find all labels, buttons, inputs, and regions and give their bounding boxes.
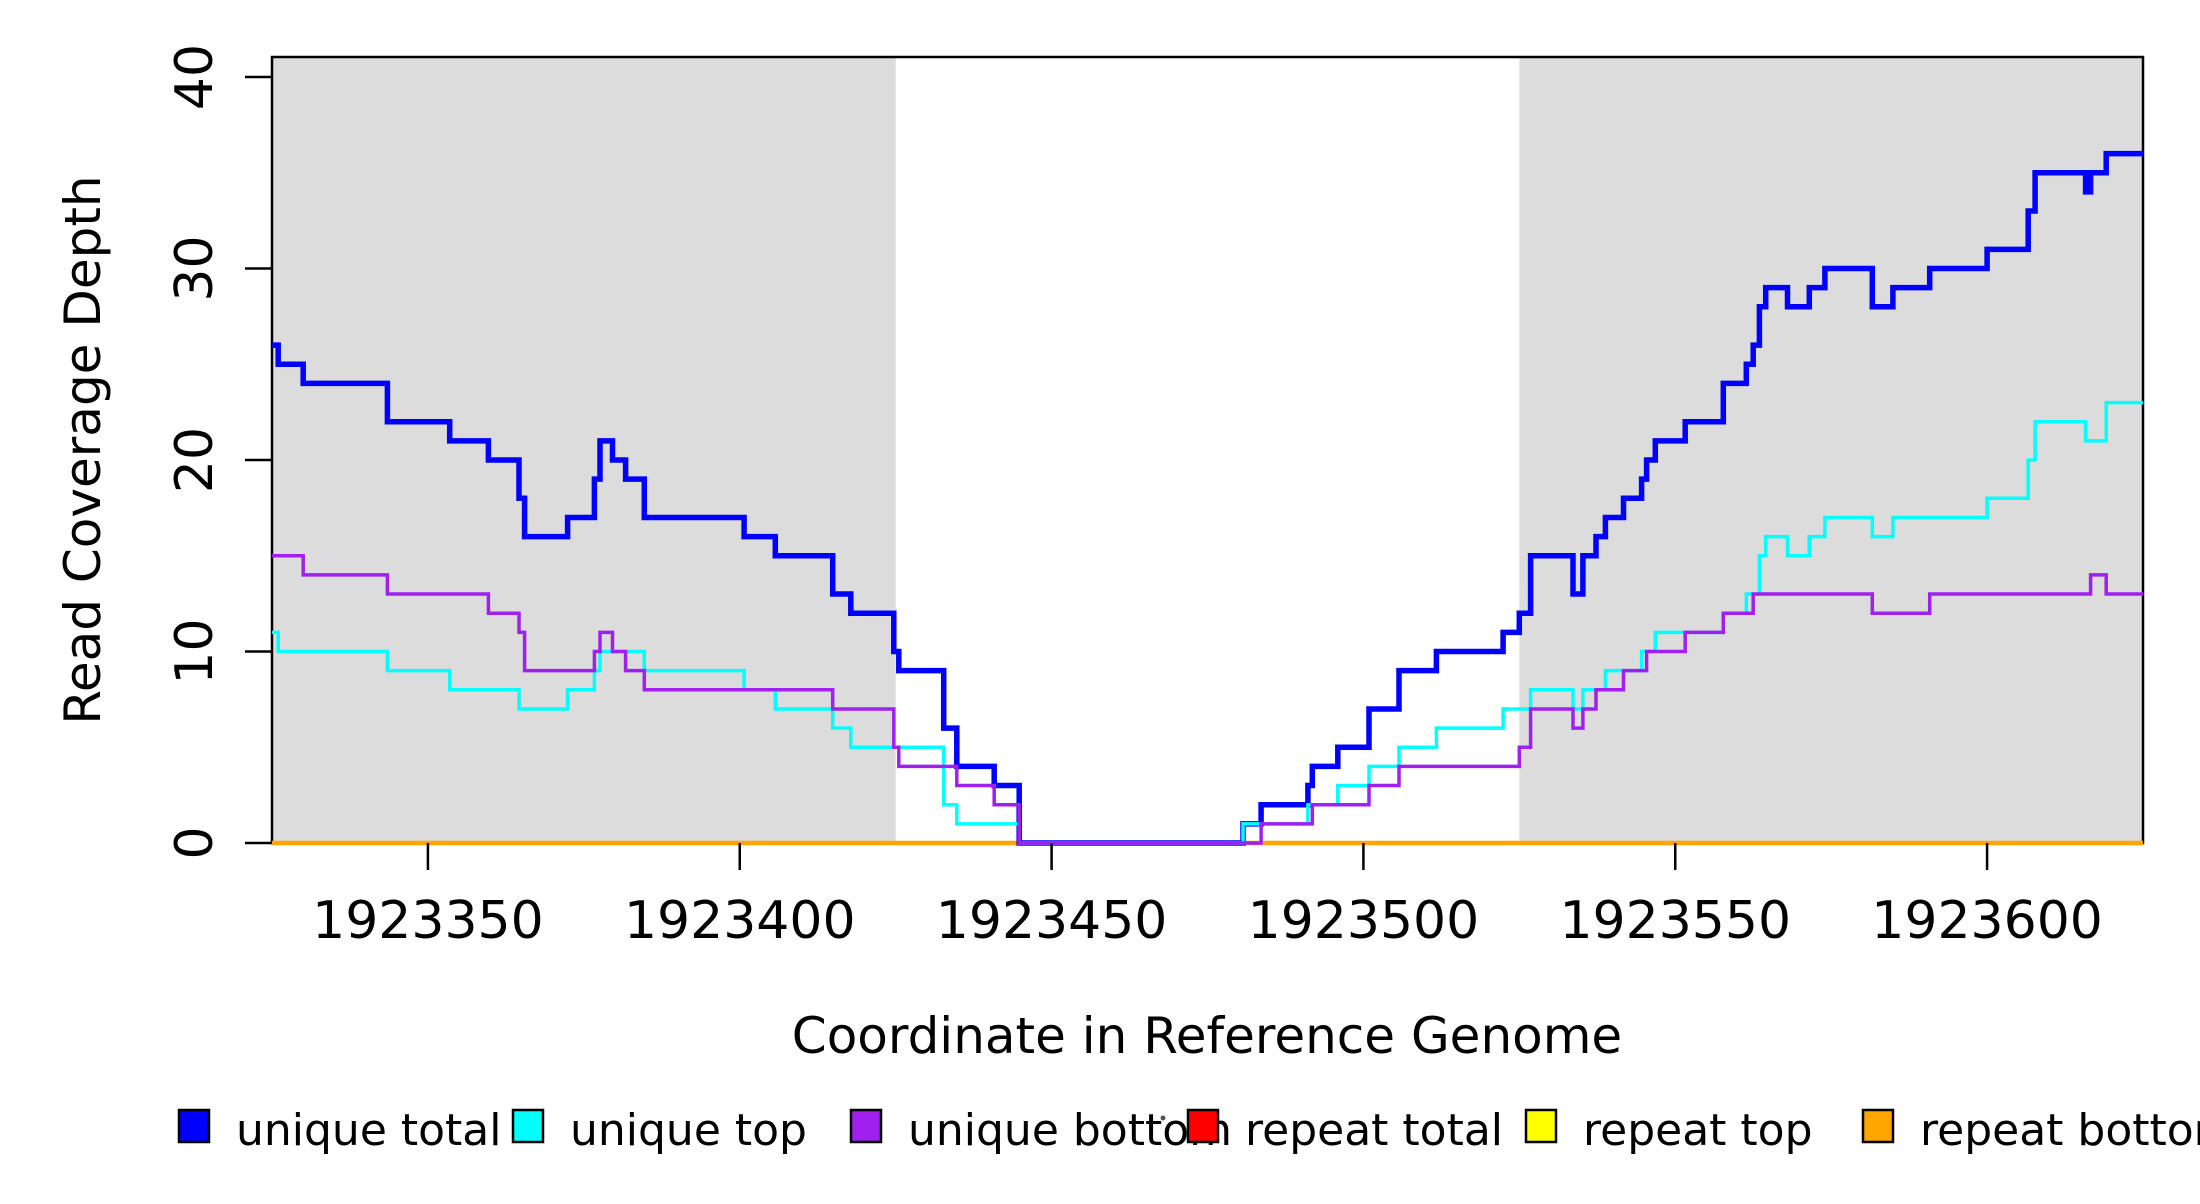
- x-tick-label: 1923600: [1871, 891, 2103, 951]
- legend-label: repeat top: [1583, 1105, 1813, 1156]
- x-tick-label: 1923500: [1248, 891, 1480, 951]
- legend-item: unique top: [511, 1105, 807, 1156]
- stray-dot-artifact: [1160, 1115, 1166, 1121]
- legend-label: unique top: [570, 1105, 807, 1156]
- legend-swatch: [849, 1108, 883, 1144]
- y-tick-label: 30: [165, 235, 225, 301]
- legend-item: unique bottom: [849, 1105, 1232, 1156]
- y-tick-label: 20: [165, 427, 225, 493]
- legend-label: unique total: [236, 1105, 501, 1156]
- axes: 1923350 1923400 1923450 1923500 1923550 19236…: [165, 44, 2103, 951]
- y-tick-label: 10: [165, 618, 225, 684]
- legend-label: repeat total: [1245, 1105, 1503, 1156]
- series-unique-top-line: [272, 400, 2143, 845]
- series-unique-bottom-line: [272, 554, 2143, 845]
- coverage-series: [272, 150, 2143, 846]
- legend-item: unique total: [177, 1105, 501, 1156]
- legend-item: repeat top: [1524, 1105, 1813, 1156]
- shaded-regions: [272, 58, 2143, 842]
- shaded-region: [1519, 58, 2143, 842]
- legend-label: unique bottom: [908, 1105, 1232, 1156]
- x-axis-title: Coordinate in Reference Genome: [792, 1007, 1622, 1065]
- legend-swatch: [1524, 1108, 1558, 1144]
- y-axis-title: Read Coverage Depth: [54, 175, 112, 724]
- legend-item: repeat bottom: [1861, 1105, 2200, 1156]
- legend-swatch: [1186, 1108, 1220, 1144]
- legend-swatch: [1861, 1108, 1895, 1144]
- x-tick-label: 1923400: [624, 891, 856, 951]
- x-tick-label: 1923450: [936, 891, 1168, 951]
- legend-item: repeat total: [1186, 1105, 1503, 1156]
- x-tick-label: 1923550: [1559, 891, 1791, 951]
- shaded-region: [272, 58, 896, 842]
- y-tick-label: 0: [165, 826, 225, 859]
- x-tick-label: 1923350: [312, 891, 544, 951]
- y-tick-label: 40: [165, 44, 225, 110]
- legend: unique total unique top unique bottom repea…: [177, 1105, 2200, 1156]
- legend-swatch: [511, 1108, 545, 1144]
- series-unique-total-line: [272, 150, 2143, 846]
- legend-label: repeat bottom: [1920, 1105, 2200, 1156]
- legend-swatch: [177, 1108, 211, 1144]
